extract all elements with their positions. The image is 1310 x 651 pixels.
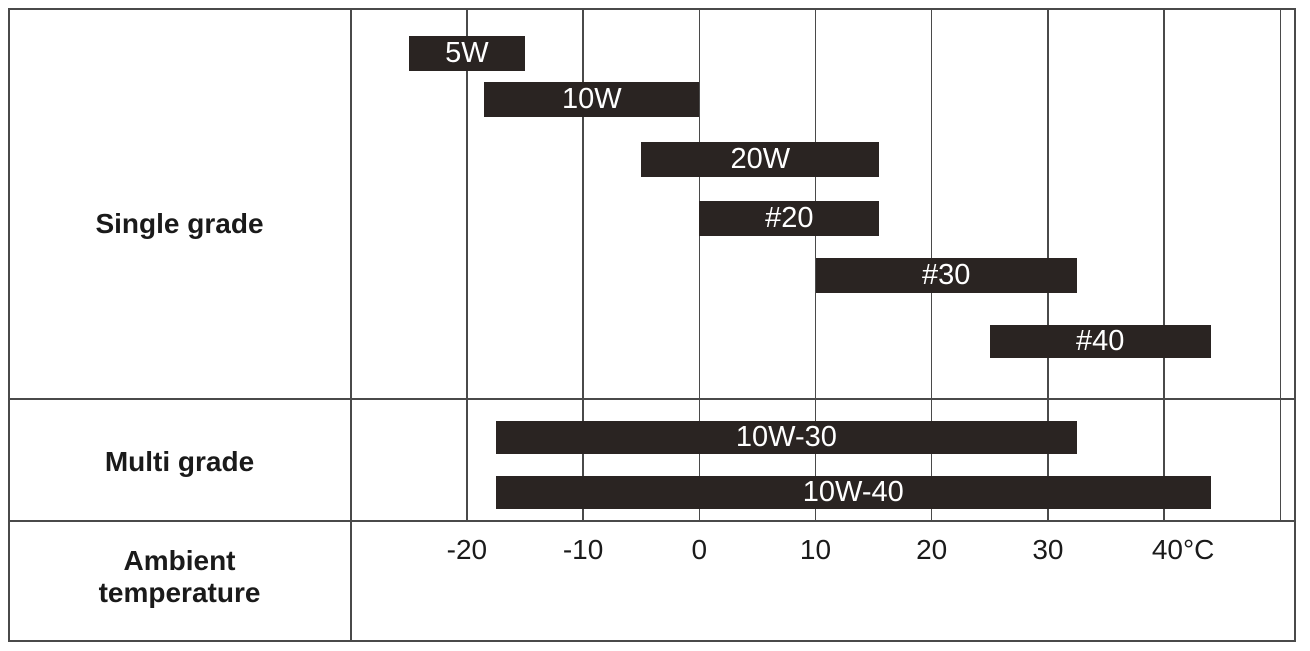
bar-10w40: 10W-40 [495, 476, 1211, 509]
bar-10w30-label: 10W-30 [735, 421, 837, 453]
bar-20w: 20W [641, 142, 880, 177]
bar-num20: #20 [699, 201, 880, 236]
bar-10w40-label: 10W-40 [802, 476, 904, 508]
bar-num40: #40 [989, 325, 1211, 358]
gridline [1163, 8, 1165, 522]
row-label-single-grade: Single grade [95, 208, 264, 239]
x-tick-20: 20 [916, 534, 948, 565]
gridline [582, 8, 584, 522]
bar-5w: 5W [408, 36, 525, 71]
bar-num20-label: #20 [765, 202, 814, 234]
bar-10w-label: 10W [561, 83, 622, 115]
bar-10w30: 10W-30 [495, 421, 1077, 454]
row-label-multi-grade: Multi grade [104, 446, 255, 477]
x-tick-30: 30 [1032, 534, 1064, 565]
gridline [1279, 8, 1282, 522]
gridline [466, 8, 468, 522]
row-separator-multi-ambient [8, 520, 1296, 522]
x-tick-minus10: -10 [562, 534, 604, 565]
bar-num30: #30 [815, 258, 1077, 293]
label-column-separator [350, 8, 352, 642]
bar-5w-label: 5W [445, 37, 489, 69]
gridline [698, 8, 701, 522]
bar-num30-label: #30 [922, 259, 971, 291]
x-tick-40c: 40°C [1151, 534, 1215, 565]
row-separator-single-multi [8, 398, 1296, 400]
bar-10w: 10W [484, 82, 700, 117]
x-tick-0: 0 [691, 534, 708, 565]
x-tick-minus20: -20 [446, 534, 488, 565]
x-axis-title: Ambient temperature [98, 545, 261, 608]
x-tick-10: 10 [799, 534, 832, 565]
bar-20w-label: 20W [730, 143, 791, 175]
bar-num40-label: #40 [1075, 325, 1125, 357]
